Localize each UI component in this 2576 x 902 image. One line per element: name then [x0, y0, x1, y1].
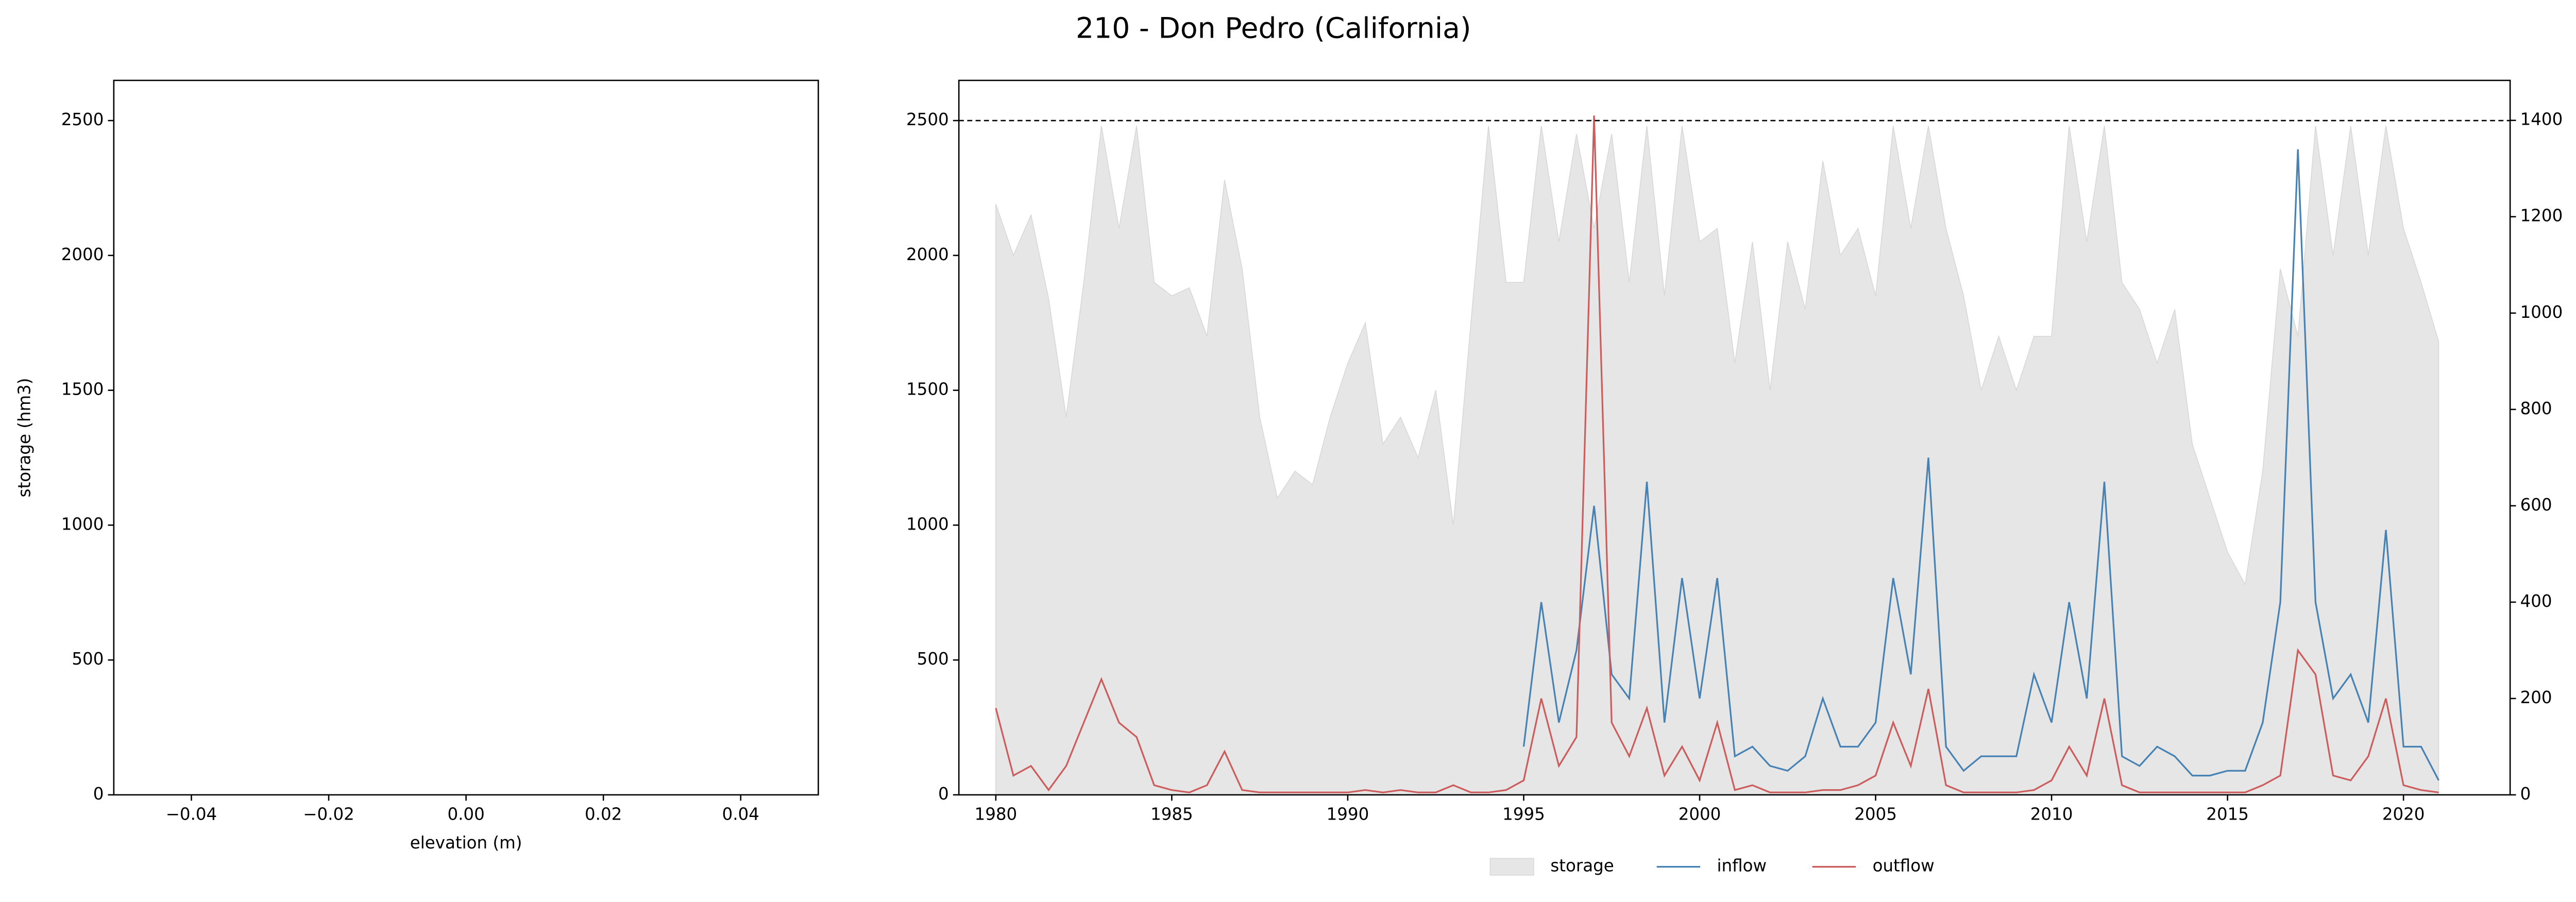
- y-tick-label: 2000: [906, 245, 949, 264]
- figure-title: 210 - Don Pedro (California): [1076, 12, 1471, 45]
- x-axis-label: elevation (m): [410, 833, 522, 853]
- axes-frame: [113, 79, 819, 796]
- y-tick-label: 1500: [61, 380, 104, 399]
- legend-label: outflow: [1873, 856, 1935, 876]
- y-tick-label: 0: [93, 784, 104, 804]
- y-axis-label: storage (hm3): [14, 378, 34, 498]
- y2-tick-label: 800: [2520, 399, 2552, 418]
- axes-frame: [958, 79, 2511, 796]
- x-tick-label: 1985: [1150, 805, 1193, 824]
- x-tick-label: −0.02: [303, 805, 354, 824]
- y-tick-label: 2500: [61, 110, 104, 129]
- y2-tick-label: 0: [2520, 784, 2531, 804]
- x-tick-label: 0.00: [447, 805, 484, 824]
- y2-tick-label: 1000: [2520, 302, 2563, 322]
- x-tick-label: 1995: [1502, 805, 1545, 824]
- y2-tick-label: 1400: [2520, 110, 2563, 129]
- x-tick-label: 0.02: [585, 805, 622, 824]
- flow-line: [1522, 149, 2439, 781]
- x-tick-label: 1980: [975, 805, 1018, 824]
- legend-swatch: [1489, 858, 1534, 876]
- plot-area: [959, 115, 2511, 795]
- x-tick-label: 2010: [2030, 805, 2073, 824]
- x-tick-label: −0.04: [166, 805, 217, 824]
- x-tick-label: 2020: [2382, 805, 2425, 824]
- legend-label: storage: [1550, 856, 1614, 876]
- y-tick-label: 2500: [906, 110, 949, 129]
- y-tick-label: 1500: [906, 380, 949, 399]
- y-tick-label: 0: [938, 784, 949, 804]
- y-tick-label: 500: [72, 649, 104, 669]
- y-tick-label: 2000: [61, 245, 104, 264]
- y-tick-label: 500: [917, 649, 949, 669]
- legend-label: inflow: [1717, 856, 1767, 876]
- x-tick-label: 2000: [1679, 805, 1721, 824]
- x-tick-label: 2005: [1854, 805, 1897, 824]
- x-tick-label: 0.04: [722, 805, 759, 824]
- x-tick-label: 2015: [2206, 805, 2249, 824]
- storage-area: [995, 126, 2439, 795]
- y2-tick-label: 400: [2520, 591, 2552, 611]
- x-tick-label: 1990: [1327, 805, 1369, 824]
- flow-line: [995, 115, 2439, 793]
- y2-tick-label: 600: [2520, 495, 2552, 515]
- y-tick-label: 1000: [906, 514, 949, 534]
- y-tick-label: 1000: [61, 514, 104, 534]
- y2-tick-label: 1200: [2520, 206, 2563, 226]
- y2-tick-label: 200: [2520, 688, 2552, 707]
